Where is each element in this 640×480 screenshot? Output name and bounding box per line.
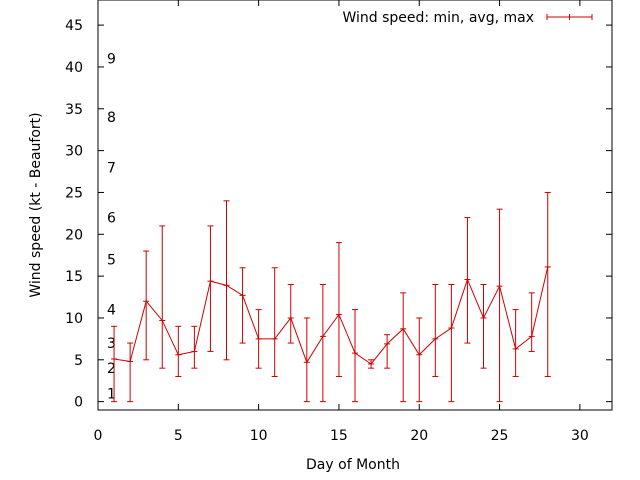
y-tick-label: 45 [65,18,83,34]
beaufort-label: 1 [107,386,116,402]
y-tick-label: 0 [74,395,83,411]
y-tick-label: 35 [65,102,83,118]
x-tick-label: 5 [174,428,183,444]
y-tick-label: 15 [65,269,83,285]
y-axis-label: Wind speed (kt - Beaufort) [28,112,44,297]
beaufort-label: 4 [107,303,116,319]
y-tick-label: 10 [65,311,83,327]
y-tick-label: 5 [74,353,83,369]
beaufort-label: 7 [107,160,116,176]
legend: Wind speed: min, avg, max [342,10,593,26]
beaufort-label: 9 [107,52,116,68]
x-tick-label: 20 [410,428,428,444]
x-tick-label: 25 [491,428,509,444]
y-tick-label: 40 [65,60,83,76]
beaufort-label: 8 [107,110,116,126]
x-tick-label: 15 [330,428,348,444]
legend-label: Wind speed: min, avg, max [342,10,534,26]
axis-ticks [97,0,612,410]
y-tick-label: 20 [65,227,83,243]
y-tick-label: 30 [65,144,83,160]
beaufort-scale-labels: 1 2 3 4 5 6 7 8 9 [107,52,116,403]
beaufort-label: 6 [107,211,116,227]
beaufort-label: 5 [107,252,116,268]
x-tick-label: 0 [94,428,103,444]
y-tick-label: 25 [65,185,83,201]
plot-frame [97,0,613,411]
legend-sample [546,14,593,20]
beaufort-label: 3 [107,336,116,352]
avg-line [113,266,549,365]
error-bars [111,191,551,403]
x-axis-label: Day of Month [306,457,400,473]
beaufort-label: 2 [107,361,116,377]
x-tick-label: 30 [571,428,589,444]
x-tick-label: 10 [250,428,268,444]
